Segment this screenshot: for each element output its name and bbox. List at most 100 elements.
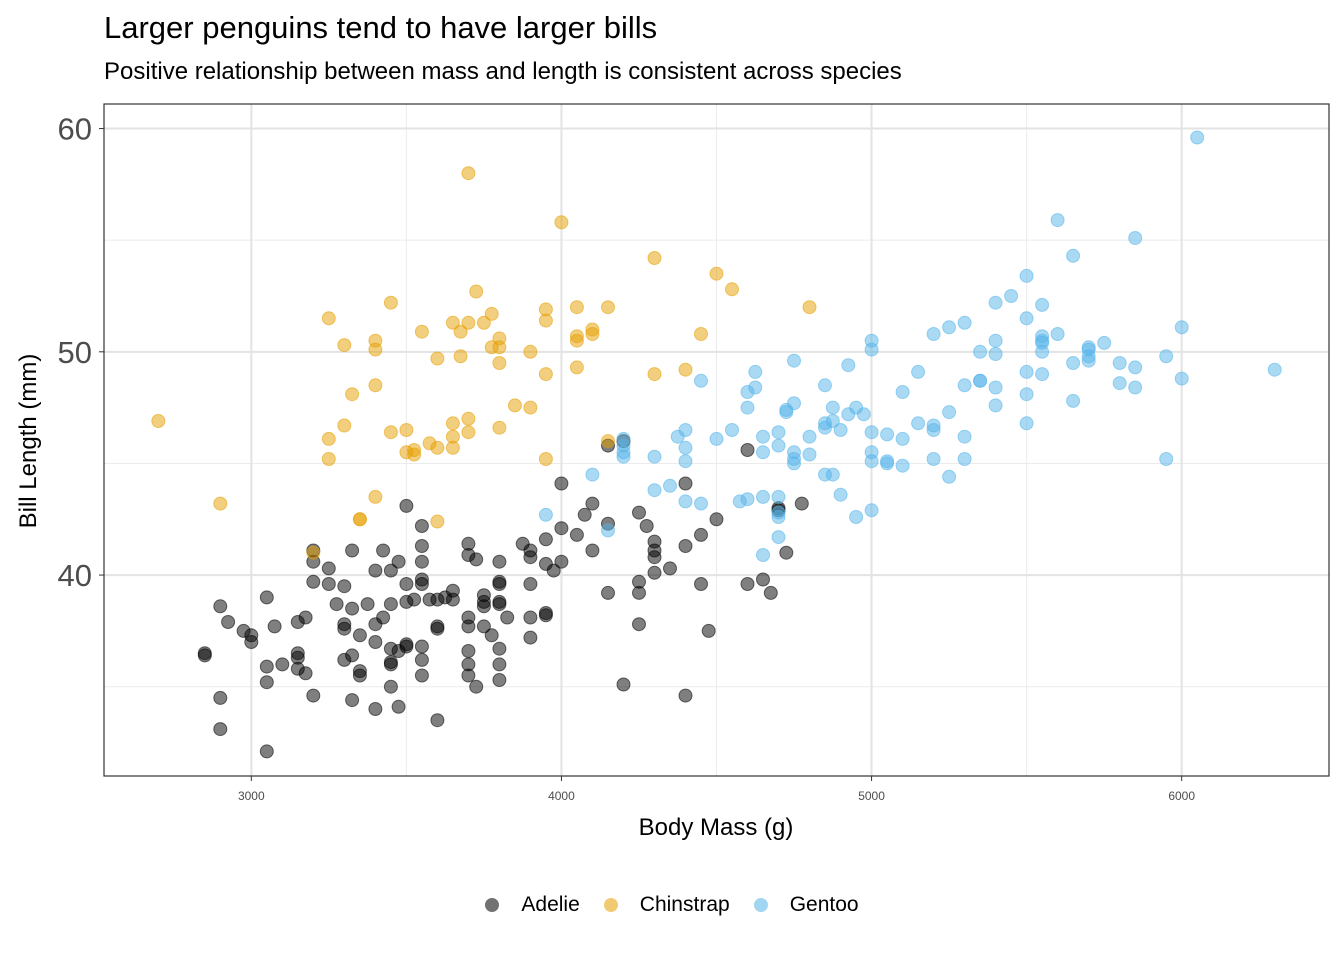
data-point-gentoo [779,405,794,420]
data-point-adelie [469,679,484,694]
data-point-adelie [523,630,538,645]
data-point-adelie [352,668,367,683]
data-point-chinstrap [507,398,522,413]
data-point-adelie [345,601,360,616]
data-point-gentoo [740,400,755,415]
data-point-gentoo [647,449,662,464]
data-point-adelie [329,597,344,612]
data-point-adelie [523,610,538,625]
data-point-adelie [694,577,708,591]
data-point-gentoo [1174,320,1189,335]
data-point-adelie [407,592,422,607]
data-point-adelie [461,644,476,658]
axes: 3000 4000 5000 6000 40 50 60 [58,112,1196,803]
data-point-adelie [321,561,336,576]
data-point-adelie [414,639,429,654]
data-point-adelie [337,579,352,594]
data-point-chinstrap [647,251,662,265]
data-point-adelie [461,668,476,683]
data-point-gentoo [825,414,840,428]
data-point-chinstrap [523,344,538,359]
data-point-gentoo [864,454,879,469]
data-point-adelie [267,619,282,634]
data-point-gentoo [787,456,801,471]
data-point-gentoo [1050,213,1065,228]
data-point-adelie [740,443,755,457]
data-point-adelie [523,577,538,591]
data-point-chinstrap [469,284,484,299]
legend-item-adelie: Adelie [485,893,580,917]
data-point-adelie [616,677,631,692]
data-point-chinstrap [453,349,468,364]
data-point-chinstrap [569,360,584,375]
data-point-adelie [391,554,406,569]
data-point-adelie [585,543,600,558]
data-point-gentoo [926,452,941,466]
data-point-gentoo [771,530,786,545]
data-point-chinstrap [321,452,336,466]
data-point-adelie [345,693,360,708]
legend-label: Gentoo [789,893,859,916]
legend-key-adelie [485,898,500,912]
data-point-adelie [469,552,484,567]
data-point-gentoo [988,295,1003,310]
data-point-adelie [523,550,538,565]
data-point-gentoo [771,510,786,524]
data-point-adelie [399,577,414,591]
data-point-adelie [383,655,398,670]
data-point-chinstrap [601,300,615,315]
data-point-adelie [383,597,398,612]
data-point-gentoo [663,478,677,493]
data-point-chinstrap [213,496,228,511]
data-point-adelie [259,659,274,674]
data-point-chinstrap [585,327,600,341]
data-point-gentoo [756,489,770,504]
data-point-chinstrap [352,512,367,527]
data-point-gentoo [771,438,786,453]
data-point-adelie [414,519,429,533]
data-point-adelie [213,722,228,737]
data-point-adelie [259,744,274,759]
data-point-gentoo [833,423,848,437]
data-point-gentoo [740,492,755,507]
data-point-chinstrap [430,440,445,455]
data-point-adelie [647,565,662,580]
data-point-gentoo [1128,231,1143,245]
data-point-chinstrap [569,300,584,315]
data-point-gentoo [911,416,926,431]
y-tick-label: 40 [58,558,92,593]
data-point-gentoo [678,494,693,509]
data-point-gentoo [694,373,708,388]
data-point-gentoo [725,423,739,437]
data-point-gentoo [957,378,972,393]
data-point-adelie [639,519,654,533]
data-point-adelie [290,646,305,661]
data-point-adelie [492,657,507,672]
data-point-adelie [391,699,406,714]
data-point-gentoo [818,378,832,393]
data-point-adelie [414,539,429,553]
data-point-adelie [476,594,491,609]
data-point-gentoo [849,510,864,524]
data-point-gentoo [771,489,786,504]
data-point-gentoo [942,405,957,420]
data-point-gentoo [957,315,972,330]
data-point-adelie [213,599,228,614]
data-point-adelie [259,675,274,690]
data-point-adelie [500,610,515,625]
data-point-chinstrap [430,514,445,529]
data-point-gentoo [802,447,817,462]
data-point-gentoo [1112,356,1127,370]
data-point-adelie [632,617,646,632]
legend: Adelie Chinstrap Gentoo [0,893,1344,917]
data-point-gentoo [601,523,615,538]
data-point-gentoo [1035,344,1050,359]
data-point-gentoo [841,358,856,373]
data-point-gentoo [988,398,1003,413]
data-point-gentoo [1097,335,1112,350]
data-point-gentoo [1019,268,1034,283]
data-point-gentoo [895,385,910,399]
data-point-chinstrap [709,266,724,281]
data-point-adelie [337,621,352,636]
y-tick-label: 60 [58,112,92,147]
